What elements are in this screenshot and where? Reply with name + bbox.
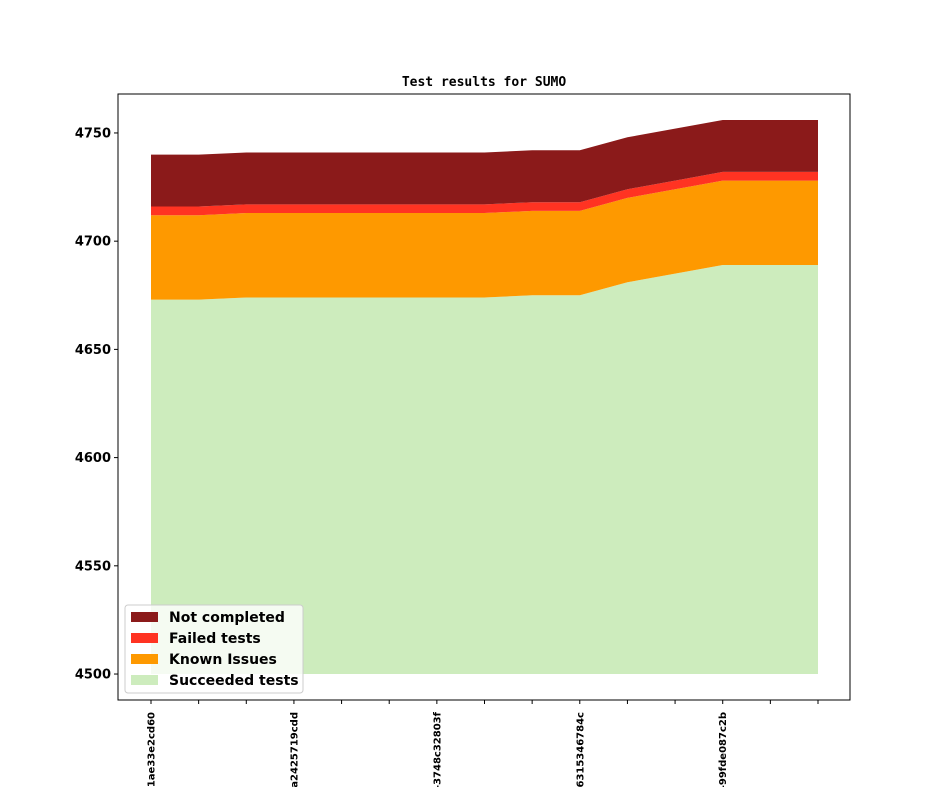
x-tick-label: -3748c32803f [432, 711, 443, 787]
legend-label-failed-tests: Failed tests [169, 631, 261, 647]
y-axis: 4500 4550 4600 4650 4700 4750 [75, 126, 118, 683]
legend-label-not-completed: Not completed [169, 610, 285, 626]
y-tick-label: 4650 [75, 343, 111, 358]
x-tick-label: -1ae33e2cd60 [147, 712, 158, 787]
legend-swatch-failed-tests [131, 633, 158, 643]
legend-swatch-succeeded-tests [131, 675, 158, 685]
legend-swatch-known-issues [131, 654, 158, 664]
legend-label-known-issues: Known Issues [169, 652, 277, 668]
y-tick-label: 4750 [75, 126, 111, 141]
legend-swatch-not-completed [131, 612, 158, 622]
chart-title: Test results for SUMO [402, 75, 567, 90]
stacked-areas [151, 119, 818, 675]
area-not-completed [151, 119, 818, 207]
legend: Not completed Failed tests Known Issues Suc… [124, 604, 304, 694]
y-tick-label: 4600 [75, 451, 111, 466]
area-failed-tests [151, 171, 818, 216]
y-tick-label: 4550 [75, 559, 111, 574]
x-tick-label: -99fde087c2b [718, 712, 729, 787]
x-tick-label: a2425719cdd [289, 712, 300, 787]
area-known-issues [151, 180, 818, 300]
x-tick-label: 6315346784c [575, 712, 586, 787]
y-tick-label: 4700 [75, 235, 111, 250]
legend-box [124, 604, 304, 694]
legend-label-succeeded-tests: Succeeded tests [169, 673, 299, 689]
y-tick-label: 4500 [75, 668, 111, 683]
x-axis: -1ae33e2cd60 a2425719cdd -3748c32803f 63153… [147, 700, 819, 787]
area-succeeded-tests [151, 264, 818, 675]
